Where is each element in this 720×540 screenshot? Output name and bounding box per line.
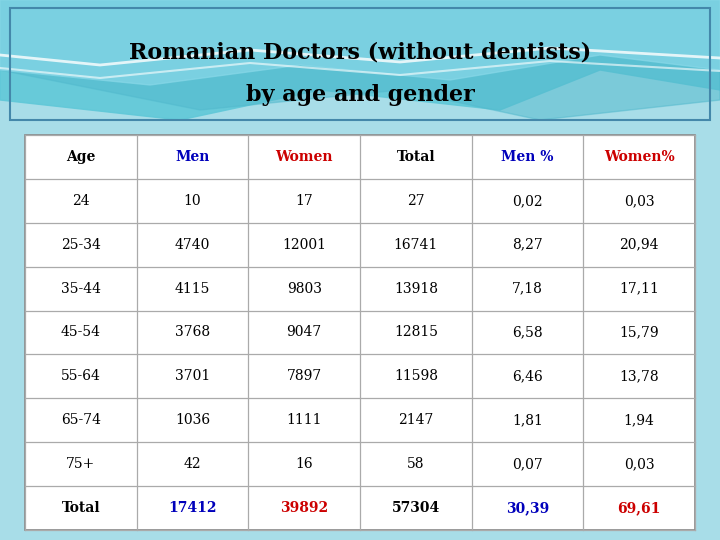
Text: 1036: 1036 [175, 413, 210, 427]
Bar [25, 135, 695, 530]
Polygon shape [0, 0, 720, 120]
Text: 9047: 9047 [287, 326, 322, 340]
Text: 75+: 75+ [66, 457, 96, 471]
Text: Total: Total [397, 150, 435, 164]
Text: 0,07: 0,07 [512, 457, 543, 471]
Text: 8,27: 8,27 [512, 238, 543, 252]
Text: 10: 10 [184, 194, 202, 208]
Text: 1111: 1111 [287, 413, 322, 427]
Text: 7897: 7897 [287, 369, 322, 383]
Text: 24: 24 [72, 194, 90, 208]
Text: 9803: 9803 [287, 282, 322, 295]
Text: 39892: 39892 [280, 501, 328, 515]
Text: 16741: 16741 [394, 238, 438, 252]
Text: 3768: 3768 [175, 326, 210, 340]
Text: 58: 58 [407, 457, 425, 471]
Text: 15,79: 15,79 [619, 326, 659, 340]
Text: 57304: 57304 [392, 501, 440, 515]
Text: 2147: 2147 [398, 413, 433, 427]
Text: 30,39: 30,39 [506, 501, 549, 515]
Text: 12815: 12815 [394, 326, 438, 340]
Text: by age and gender: by age and gender [246, 84, 474, 106]
Text: 1,81: 1,81 [512, 413, 543, 427]
Text: 17,11: 17,11 [619, 282, 659, 295]
Text: Women%: Women% [604, 150, 675, 164]
Text: 0,02: 0,02 [512, 194, 543, 208]
Text: 12001: 12001 [282, 238, 326, 252]
Text: Men %: Men % [501, 150, 554, 164]
Text: 4115: 4115 [175, 282, 210, 295]
Text: 16: 16 [295, 457, 313, 471]
Text: 20,94: 20,94 [619, 238, 659, 252]
Text: 55-64: 55-64 [61, 369, 101, 383]
Polygon shape [0, 0, 720, 85]
Text: 42: 42 [184, 457, 202, 471]
Text: 25-34: 25-34 [61, 238, 101, 252]
Text: 45-54: 45-54 [60, 326, 101, 340]
Text: 17412: 17412 [168, 501, 217, 515]
Text: 13,78: 13,78 [619, 369, 659, 383]
Text: 35-44: 35-44 [60, 282, 101, 295]
Text: Men: Men [175, 150, 210, 164]
Text: 27: 27 [407, 194, 425, 208]
Text: 17: 17 [295, 194, 313, 208]
Text: 7,18: 7,18 [512, 282, 543, 295]
Text: Total: Total [61, 501, 100, 515]
Text: 11598: 11598 [394, 369, 438, 383]
Text: 1,94: 1,94 [624, 413, 654, 427]
Polygon shape [0, 0, 720, 120]
Text: 13918: 13918 [394, 282, 438, 295]
Text: Women: Women [276, 150, 333, 164]
Text: 6,46: 6,46 [512, 369, 543, 383]
Text: Age: Age [66, 150, 96, 164]
Text: 69,61: 69,61 [618, 501, 661, 515]
Text: 65-74: 65-74 [60, 413, 101, 427]
Text: 4740: 4740 [175, 238, 210, 252]
Text: 0,03: 0,03 [624, 457, 654, 471]
Text: Romanian Doctors (without dentists): Romanian Doctors (without dentists) [129, 41, 591, 63]
Text: 6,58: 6,58 [512, 326, 543, 340]
Text: 3701: 3701 [175, 369, 210, 383]
Text: 0,03: 0,03 [624, 194, 654, 208]
